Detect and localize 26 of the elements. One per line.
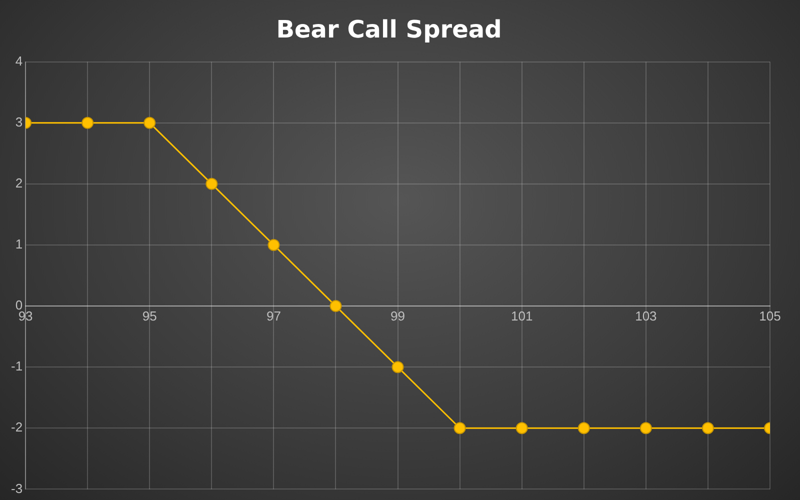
x-tick-label: 95 (142, 308, 157, 324)
point (82, 116, 94, 129)
point (578, 422, 590, 434)
point (454, 422, 466, 434)
y-tick-label: -1 (10, 358, 23, 374)
y-tick-label: 4 (15, 53, 23, 68)
point (144, 116, 156, 129)
x-tick-label: 103 (635, 308, 657, 324)
point (268, 238, 280, 251)
x-tick-label: 105 (759, 308, 781, 324)
y-tick-label: -3 (10, 480, 23, 496)
point (392, 361, 404, 374)
point (330, 300, 342, 312)
point (516, 422, 528, 434)
point (640, 422, 652, 434)
y-tick-label: 1 (15, 236, 23, 252)
x-tick-label: 97 (266, 308, 281, 324)
y-tick-label: 0 (15, 298, 23, 313)
y-tick-label: 3 (15, 114, 23, 130)
chart-title: Bear Call Spread (276, 16, 502, 44)
x-tick-label: 99 (390, 308, 406, 324)
y-tick-label: -2 (10, 420, 23, 435)
x-tick-label: 101 (511, 308, 533, 324)
point (206, 178, 218, 190)
y-tick-label: 2 (15, 175, 23, 190)
point (702, 422, 714, 434)
